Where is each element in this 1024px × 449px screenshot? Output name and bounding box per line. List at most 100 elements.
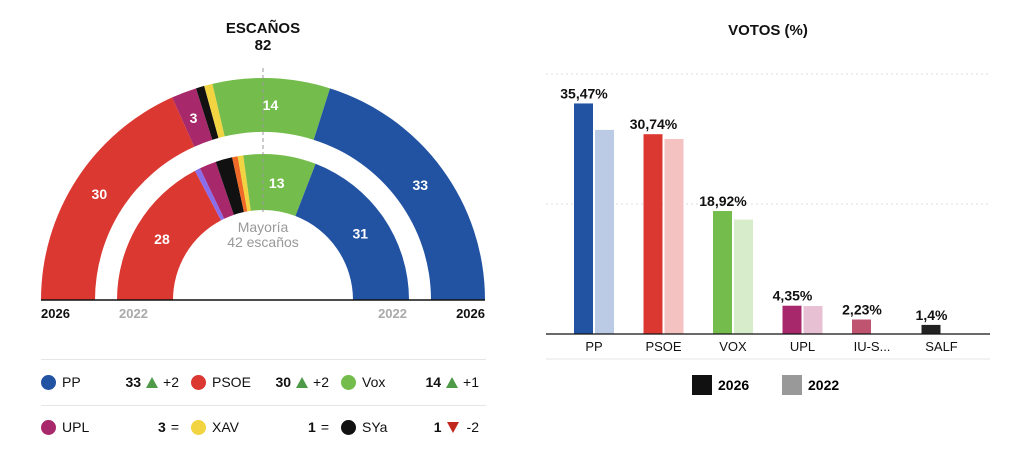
party-dot-icon <box>341 419 356 435</box>
seat-change: = <box>170 419 179 435</box>
seat-change: = <box>320 419 329 435</box>
legend-item-pp: PP <box>41 372 81 392</box>
trend-down-icon <box>446 421 459 433</box>
party-name: XAV <box>212 419 239 435</box>
party-dot-icon <box>341 374 356 390</box>
party-name: SYa <box>362 419 388 435</box>
party-dot-icon <box>41 374 56 390</box>
party-name: PP <box>62 374 81 390</box>
legend-seats: 1 -2 <box>434 417 479 437</box>
legend-item-sya: SYa <box>341 417 387 437</box>
bar-2022-psoe <box>664 139 684 334</box>
bar-2022-vox <box>734 219 753 334</box>
seat-count: 30 <box>275 374 292 390</box>
bar-2026-vox <box>713 211 732 334</box>
x-tick-label: PP <box>585 339 602 354</box>
bar-2022-pp <box>595 129 614 334</box>
seat-change: +2 <box>313 374 329 390</box>
seat-arc-vox <box>212 78 330 140</box>
seat-label: 3 <box>190 110 198 126</box>
party-name: UPL <box>62 419 90 435</box>
data-label: 30,74% <box>630 116 678 132</box>
seat-label: 30 <box>92 186 108 202</box>
swatch <box>782 375 802 395</box>
bar-2026-pp <box>574 103 593 334</box>
seat-arc-pp <box>295 163 409 300</box>
seat-label: 33 <box>413 177 429 193</box>
seat-arc-iu <box>194 168 225 221</box>
legend-row: PP 33 +2 PSOE 30 +2 Vox 14 +1 <box>41 372 486 392</box>
seats-title: ESCAÑOS <box>226 19 300 37</box>
data-label: 1,4% <box>916 307 948 323</box>
seat-arc-pp <box>313 88 485 300</box>
seat-label: 28 <box>154 231 170 247</box>
seat-arc-upl <box>200 161 234 219</box>
swatch <box>692 375 712 395</box>
seat-label: 31 <box>353 225 369 241</box>
bar-2026-iu-s... <box>852 319 871 334</box>
year-label-right-inner: 2022 <box>378 306 407 321</box>
x-tick-label: SALF <box>925 339 958 354</box>
bar-legend-2026: 2026 <box>692 375 749 395</box>
data-label: 35,47% <box>560 85 608 101</box>
x-tick-label: VOX <box>719 339 747 354</box>
bar-2026-salf <box>921 324 941 334</box>
seat-arc-xav <box>204 83 225 139</box>
seat-label: 13 <box>269 175 285 191</box>
seat-count: 33 <box>125 374 142 390</box>
bar-2026-upl <box>782 305 802 334</box>
year-label-left-inner: 2022 <box>119 306 148 321</box>
seats-total: 82 <box>255 37 272 54</box>
seat-arc-cs <box>232 156 248 213</box>
legend-label: 2022 <box>808 377 840 393</box>
trend-up-icon <box>146 376 159 388</box>
party-dot-icon <box>191 374 206 390</box>
seat-arc-psoe <box>41 97 195 300</box>
trend-up-icon <box>446 376 459 388</box>
legend-seats: 1 = <box>308 417 329 437</box>
majority-label: Mayoría <box>238 219 289 235</box>
year-label-right-outer: 2026 <box>456 306 485 321</box>
party-dot-icon <box>41 419 56 435</box>
party-dot-icon <box>191 419 206 435</box>
legend-label: 2026 <box>718 377 750 393</box>
majority-seats: 42 escaños <box>227 234 299 250</box>
legend-row: UPL 3 = XAV 1 = SYa 1 -2 <box>41 417 486 437</box>
seat-label: 14 <box>263 97 279 113</box>
party-name: PSOE <box>212 374 251 390</box>
seat-arc-sya <box>196 85 219 140</box>
party-name: Vox <box>362 374 386 390</box>
trend-up-icon <box>296 376 309 388</box>
seat-count: 3 <box>158 419 166 435</box>
seat-change: +1 <box>463 374 479 390</box>
year-label-left-outer: 2026 <box>41 306 70 321</box>
seat-arc-sya <box>215 157 244 215</box>
legend-item-vox: Vox <box>341 372 385 392</box>
divider <box>41 359 486 360</box>
divider <box>41 405 486 406</box>
seat-arc-upl <box>172 88 213 147</box>
legend-item-upl: UPL <box>41 417 89 437</box>
legend-item-xav: XAV <box>191 417 239 437</box>
chart-title: VOTOS (%) <box>728 22 808 39</box>
data-label: 4,35% <box>773 288 813 304</box>
legend-seats: 14 +1 <box>425 372 479 392</box>
x-tick-label: UPL <box>790 339 815 354</box>
x-tick-label: PSOE <box>645 339 681 354</box>
legend-seats: 30 +2 <box>275 372 329 392</box>
seat-count: 1 <box>433 419 442 435</box>
bar-2022-upl <box>803 306 823 334</box>
data-label: 18,92% <box>699 193 747 209</box>
seat-count: 1 <box>308 419 316 435</box>
bar-legend-2022: 2022 <box>782 375 839 395</box>
seat-arc-vox <box>243 154 316 217</box>
seat-count: 14 <box>425 374 442 390</box>
x-tick-label: IU-S... <box>854 339 891 354</box>
seat-change: +2 <box>163 374 179 390</box>
seat-arc-psoe <box>117 170 222 300</box>
bar-2026-psoe <box>643 134 663 334</box>
legend-item-psoe: PSOE <box>191 372 251 392</box>
data-label: 2,23% <box>842 302 882 318</box>
seat-change: -2 <box>466 419 479 435</box>
